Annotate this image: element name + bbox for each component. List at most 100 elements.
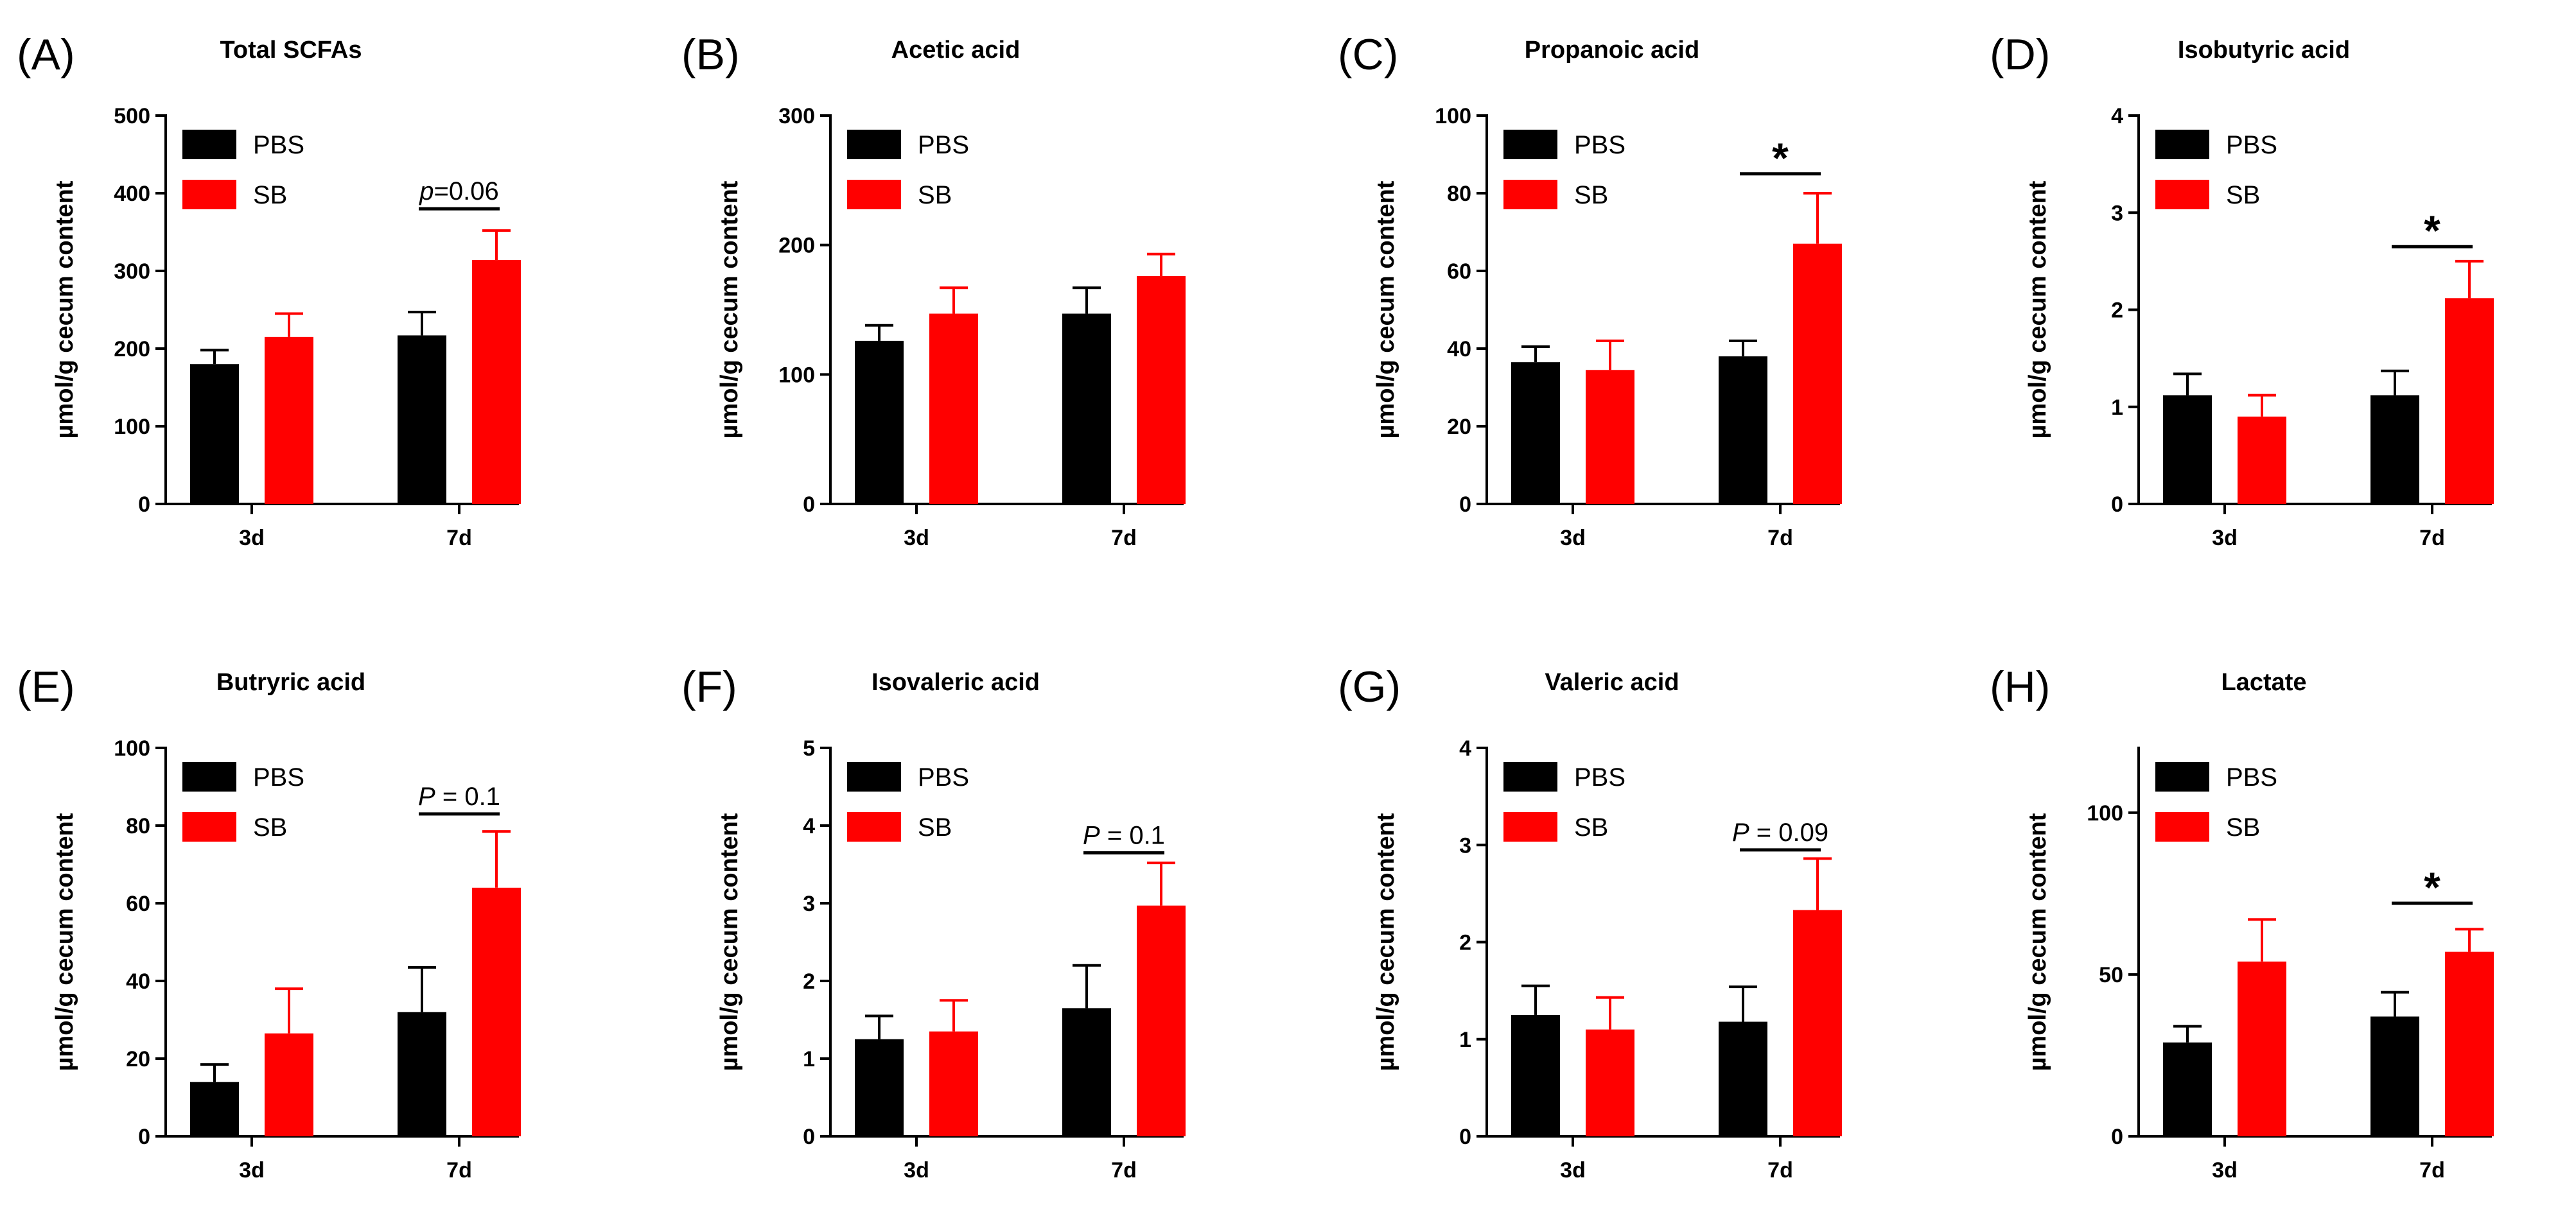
y-tick-label: 100 (2087, 801, 2123, 826)
pvalue-symbol: p (419, 177, 434, 205)
legend-label-pbs: PBS (918, 131, 969, 159)
y-tick-label: 80 (1447, 182, 1471, 206)
pvalue-symbol: P (1732, 819, 1749, 847)
panel-letter: (B) (681, 30, 740, 79)
significance-star: * (1772, 134, 1789, 182)
legend-swatch-pbs (1503, 130, 1557, 159)
legend-label-pbs: PBS (918, 763, 969, 792)
panel-letter: (A) (17, 30, 75, 79)
bar-pbs-3d (2163, 1042, 2212, 1136)
bar-pbs-3d (190, 364, 239, 504)
legend-swatch-sb (2155, 812, 2209, 842)
y-axis-label: µmol/g cecum content (716, 180, 743, 438)
legend-label-sb: SB (1574, 813, 1608, 842)
y-axis-label: µmol/g cecum content (1372, 180, 1399, 438)
y-tick-label: 100 (778, 363, 815, 387)
panel-letter: (H) (1990, 663, 2050, 711)
y-tick-label: 100 (1435, 104, 1471, 128)
legend-swatch-pbs (847, 762, 901, 792)
y-tick-label: 100 (114, 736, 150, 761)
x-tick-label: 3d (2212, 1158, 2238, 1183)
bar-pbs-7d (1719, 1021, 1767, 1136)
bar-sb-3d (2238, 416, 2286, 504)
bar-sb-3d (2238, 961, 2286, 1136)
x-tick-label: 7d (1111, 1158, 1137, 1183)
y-tick-label: 0 (2111, 492, 2123, 517)
y-tick-label: 3 (2111, 201, 2123, 225)
bar-sb-7d (2445, 951, 2494, 1136)
y-tick-label: 4 (803, 814, 815, 838)
y-tick-label: 3 (803, 892, 815, 916)
x-tick-label: 3d (904, 526, 929, 550)
y-tick-label: 0 (138, 1125, 150, 1149)
legend-label-sb: SB (2226, 181, 2260, 209)
chart-panel-e: (E) Butryric acid µmol/g cecum content 0 20 4… (17, 663, 521, 1183)
panel-letter: (D) (1990, 30, 2050, 79)
significance-pvalue: P = 0.1 (418, 783, 500, 811)
legend-label-pbs: PBS (1574, 763, 1625, 792)
legend-swatch-pbs (2155, 130, 2209, 159)
x-tick-label: 7d (446, 1158, 472, 1183)
bar-sb-3d (265, 336, 313, 504)
legend-swatch-sb (1503, 180, 1557, 209)
bar-pbs-7d (2370, 395, 2419, 504)
x-tick-label: 7d (1111, 526, 1137, 550)
bar-pbs-3d (1511, 1014, 1560, 1136)
y-tick-label: 2 (803, 969, 815, 994)
chart-panel-f: (F) Isovaleric acid µmol/g cecum content 0 1… (681, 663, 1186, 1183)
chart-panel-a: (A) Total SCFAs µmol/g cecum content 0 100 20… (17, 30, 521, 550)
y-tick-label: 300 (778, 104, 815, 128)
y-tick-label: 300 (114, 259, 150, 284)
panel-letter: (G) (1338, 663, 1401, 711)
bar-pbs-7d (398, 335, 446, 504)
y-tick-label: 4 (1459, 736, 1471, 761)
chart-panel-g: (G) Valeric acid µmol/g cecum content 0 1 2 3 4… (1338, 663, 1842, 1183)
y-axis-label: µmol/g cecum content (2024, 813, 2051, 1071)
chart-title: Total SCFAs (220, 37, 362, 64)
significance-star: * (2424, 863, 2440, 911)
panel-letter: (E) (17, 663, 75, 711)
legend-swatch-pbs (847, 130, 901, 159)
x-tick-label: 7d (446, 526, 472, 550)
y-tick-label: 1 (803, 1047, 815, 1071)
chart-title: Acetic acid (891, 37, 1021, 64)
bar-sb-7d (1793, 243, 1842, 504)
legend-label-sb: SB (1574, 181, 1608, 209)
y-tick-label: 200 (114, 337, 150, 361)
bar-sb-3d (1586, 1029, 1634, 1136)
legend-label-pbs: PBS (1574, 131, 1625, 159)
y-tick-label: 0 (1459, 492, 1471, 517)
legend-swatch-pbs (182, 130, 236, 159)
x-tick-label: 3d (904, 1158, 929, 1183)
chart-panel-b: (B) Acetic acid µmol/g cecum content 0 100 20… (681, 30, 1186, 550)
legend-swatch-pbs (182, 762, 236, 792)
legend-swatch-sb (847, 812, 901, 842)
y-axis-label: µmol/g cecum content (716, 813, 743, 1071)
legend-swatch-sb (847, 180, 901, 209)
legend-label-sb: SB (253, 181, 287, 209)
y-tick-label: 0 (803, 492, 815, 517)
y-tick-label: 80 (126, 814, 150, 838)
legend-label-pbs: PBS (253, 131, 304, 159)
bar-sb-3d (929, 313, 978, 504)
pvalue-text: = 0.09 (1749, 819, 1828, 847)
y-tick-label: 0 (138, 492, 150, 517)
bar-pbs-7d (1062, 1008, 1111, 1136)
y-tick-label: 0 (1459, 1125, 1471, 1149)
y-axis-label: µmol/g cecum content (1372, 813, 1399, 1071)
panel-letter: (C) (1338, 30, 1398, 79)
y-tick-label: 20 (1447, 415, 1471, 439)
x-tick-label: 3d (2212, 526, 2238, 550)
chart-title: Propanoic acid (1525, 37, 1699, 64)
y-tick-label: 5 (803, 736, 815, 761)
legend-swatch-pbs (2155, 762, 2209, 792)
x-tick-label: 3d (239, 526, 265, 550)
pvalue-text: = 0.1 (435, 783, 500, 811)
bar-sb-3d (929, 1031, 978, 1136)
x-tick-label: 7d (1767, 1158, 1793, 1183)
legend-label-sb: SB (2226, 813, 2260, 842)
legend-swatch-sb (1503, 812, 1557, 842)
y-tick-label: 3 (1459, 833, 1471, 858)
legend-swatch-sb (182, 812, 236, 842)
